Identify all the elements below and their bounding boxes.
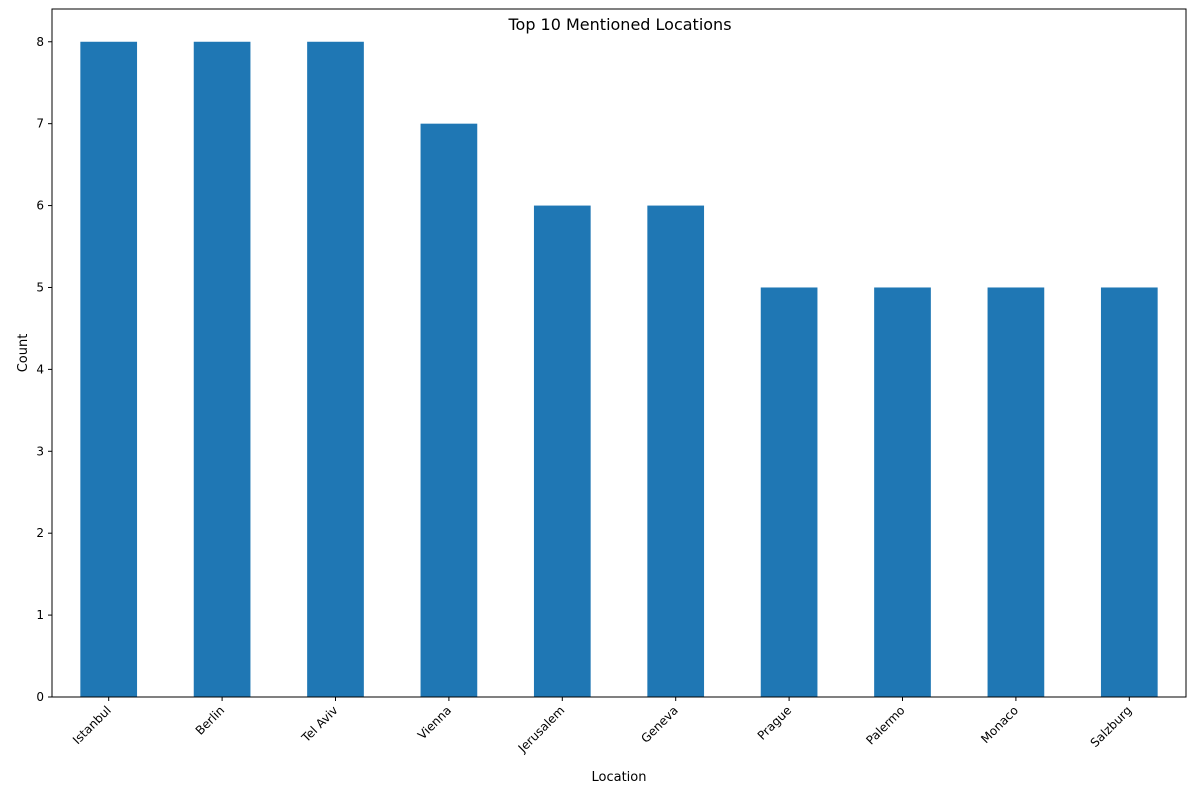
y-tick-label: 3 (36, 444, 44, 458)
bar-istanbul (80, 41, 138, 697)
bar-berlin (193, 41, 251, 697)
plot-frame (51, 8, 1187, 698)
y-tick-label: 8 (36, 35, 44, 49)
bar-monaco (987, 287, 1045, 697)
y-axis-title: Count (16, 334, 31, 373)
bar-vienna (420, 123, 478, 698)
y-tick-label: 5 (36, 280, 44, 294)
bars-group (80, 41, 1158, 698)
bar-geneva (647, 205, 705, 697)
y-tick-label: 6 (36, 199, 44, 213)
bar-palermo (874, 287, 931, 697)
x-axis-title: Location (592, 770, 647, 785)
y-tick-label: 1 (36, 608, 44, 622)
bar-prague (760, 287, 818, 697)
bar-salzburg (1100, 287, 1158, 697)
y-axis: 0 1 2 3 4 5 6 7 8 (36, 35, 52, 704)
bar-tel-aviv (307, 41, 364, 697)
y-tick-label: 2 (36, 526, 44, 540)
y-tick-label: 4 (36, 362, 44, 376)
y-tick-label: 0 (36, 690, 44, 704)
y-tick-label: 7 (36, 117, 44, 131)
chart-title: Top 10 Mentioned Locations (507, 15, 731, 34)
bar-jerusalem (533, 205, 591, 697)
